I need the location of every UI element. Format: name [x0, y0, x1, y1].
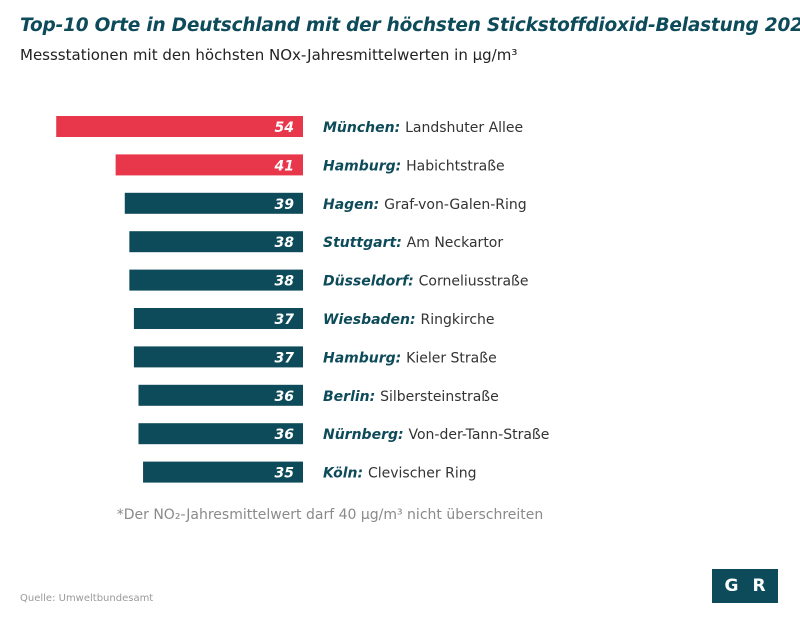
category-label-6: Wiesbaden: Ringkirche: [323, 312, 495, 328]
category-city-3: Hagen:: [323, 197, 384, 213]
bar-2: [115, 154, 303, 176]
category-station-9: Von-der-Tann-Straße: [408, 427, 549, 443]
category-city-5: Düsseldorf:: [323, 274, 419, 290]
chart-subtitle: Messstationen mit den höchsten NOx-Jahre…: [20, 46, 518, 64]
category-city-10: Köln:: [323, 466, 368, 482]
category-label-8: Berlin: Silbersteinstraße: [323, 389, 499, 405]
logo-letter-left: G: [724, 576, 739, 596]
logo-letter-right: R: [752, 576, 766, 596]
category-city-1: München:: [323, 120, 405, 136]
category-station-4: Am Neckartor: [407, 235, 504, 251]
bar-value-label-4: 38: [275, 235, 295, 251]
bar-6: [133, 308, 303, 329]
bar-value-label-9: 36: [275, 427, 295, 443]
category-station-6: Ringkirche: [421, 312, 495, 328]
bar-7: [133, 346, 303, 368]
category-station-10: Clevischer Ring: [368, 466, 477, 482]
limit-note: *Der NO₂-Jahresmittelwert darf 40 µg/m³ …: [116, 507, 544, 523]
category-city-4: Stuttgart:: [323, 235, 407, 251]
bar-5: [129, 269, 303, 291]
category-label-9: Nürnberg: Von-der-Tann-Straße: [323, 427, 549, 443]
category-label-4: Stuttgart: Am Neckartor: [323, 235, 503, 251]
category-city-8: Berlin:: [323, 389, 380, 405]
category-city-9: Nürnberg:: [323, 427, 408, 443]
category-station-3: Graf-von-Galen-Ring: [384, 197, 527, 213]
category-label-2: Hamburg: Habichtstraße: [323, 158, 505, 174]
bar-value-label-10: 35: [275, 466, 295, 482]
category-label-10: Köln: Clevischer Ring: [323, 466, 476, 482]
bar-3: [124, 192, 304, 214]
category-station-7: Kieler Straße: [406, 350, 497, 366]
category-station-5: Corneliusstraße: [419, 274, 529, 290]
category-label-1: München: Landshuter Allee: [323, 120, 523, 136]
source-text: Quelle: Umweltbundesamt: [20, 593, 154, 604]
bar-value-label-1: 54: [275, 120, 294, 136]
bar-10: [143, 461, 303, 483]
category-city-7: Hamburg:: [323, 350, 406, 366]
category-label-3: Hagen: Graf-von-Galen-Ring: [323, 197, 527, 213]
category-label-5: Düsseldorf: Corneliusstraße: [323, 274, 529, 290]
category-city-2: Hamburg:: [323, 158, 406, 174]
bar-8: [138, 384, 303, 406]
bar-value-label-8: 36: [275, 389, 295, 405]
bar-value-label-7: 37: [275, 350, 295, 366]
bar-value-label-6: 37: [275, 312, 295, 328]
bar-9: [138, 423, 303, 445]
bar-value-label-5: 38: [275, 274, 295, 290]
chart-title: Top-10 Orte in Deutschland mit der höchs…: [20, 15, 800, 36]
bar-value-label-2: 41: [274, 158, 294, 174]
category-station-8: Silbersteinstraße: [380, 389, 499, 405]
publisher-logo: G R: [712, 569, 778, 603]
bar-value-label-3: 39: [275, 197, 295, 213]
category-label-7: Hamburg: Kieler Straße: [323, 350, 497, 366]
bar-1: [56, 116, 303, 137]
category-station-1: Landshuter Allee: [405, 120, 523, 136]
bar-4: [129, 231, 303, 253]
category-city-6: Wiesbaden:: [323, 312, 421, 328]
category-station-2: Habichtstraße: [406, 158, 505, 174]
